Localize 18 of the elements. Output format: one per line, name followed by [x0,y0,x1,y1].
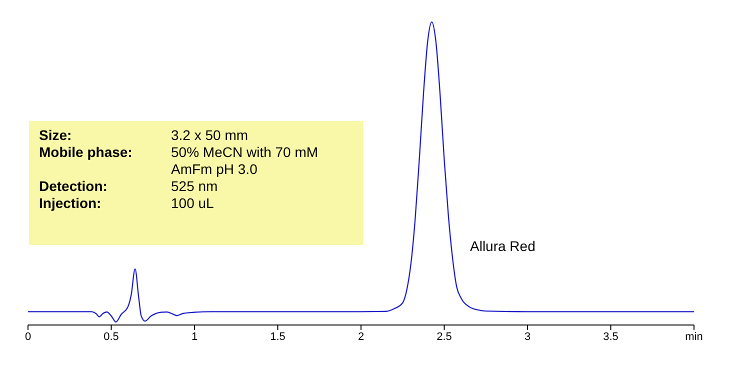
x-tick-label: 2 [358,330,364,343]
x-tick-label: 1.5 [270,330,286,343]
x-tick-label: 0 [24,330,32,343]
annotation: Size: [39,127,73,144]
x-tick-label: min [685,330,703,343]
annotation: Allura Red [470,238,536,254]
x-tick-label: 0.5 [104,330,119,343]
annotation: 50% MeCN with 70 mM AmFm pH 3.0 [171,144,318,178]
x-tick-label: 2.5 [436,330,452,343]
annotation: Mobile phase: [39,144,134,162]
annotation: Injection: [39,195,102,212]
annotation: 3.2 x 50 mm [171,127,248,144]
annotation: 525 nm [171,178,218,195]
annotation: 100 uL [171,195,214,212]
x-tick-label: 3 [524,330,531,343]
annotation: Detection: [39,178,108,195]
x-tick-label: 1 [191,330,198,343]
x-tick-label: 3.5 [603,330,618,343]
